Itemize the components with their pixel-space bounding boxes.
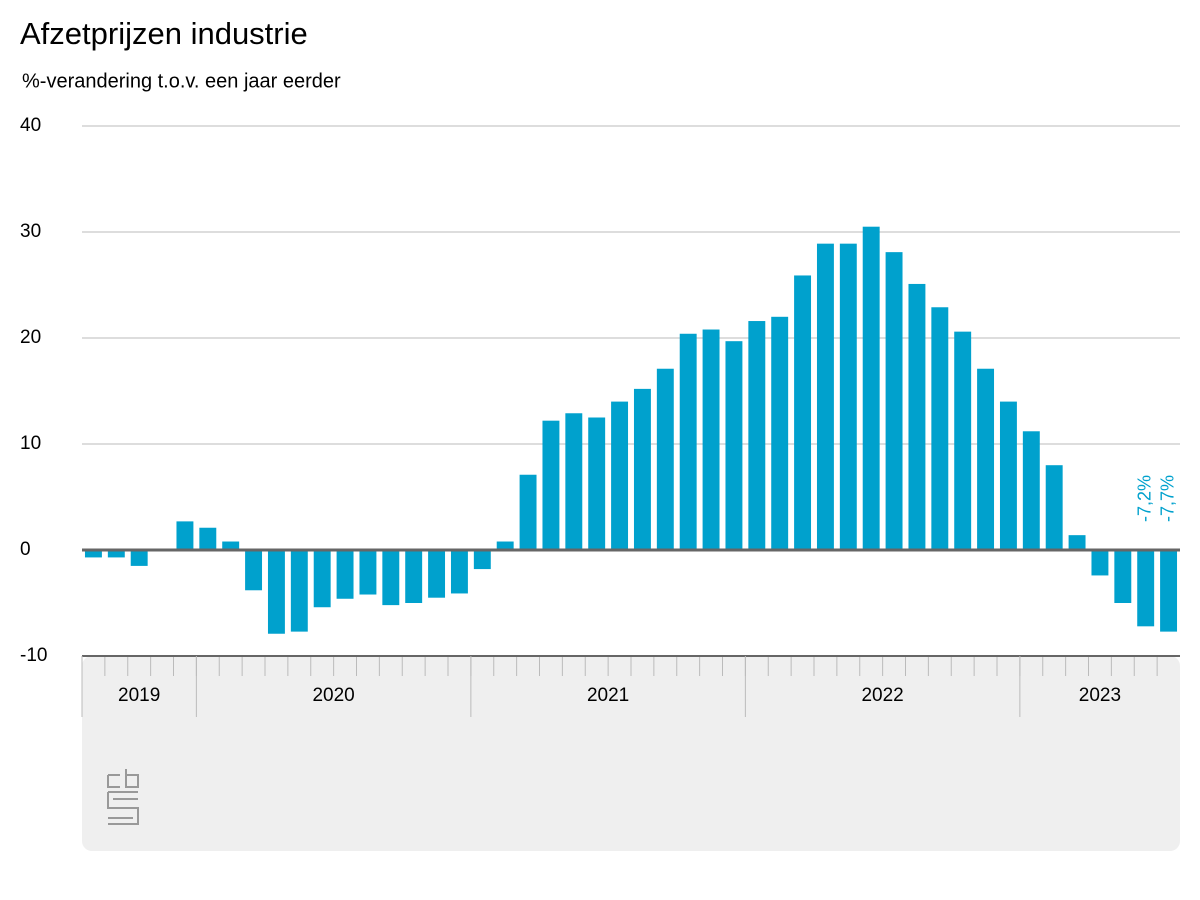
bar bbox=[908, 283, 926, 550]
bar bbox=[428, 550, 446, 598]
x-group-label: 2019 bbox=[118, 685, 160, 706]
bar bbox=[84, 550, 102, 558]
bar bbox=[999, 401, 1017, 550]
bar bbox=[748, 321, 766, 550]
bar bbox=[199, 527, 217, 550]
bar bbox=[862, 226, 880, 550]
bar bbox=[816, 243, 834, 550]
bar bbox=[336, 550, 354, 599]
bar bbox=[656, 368, 674, 550]
bar bbox=[290, 550, 308, 632]
chart-subtitle: %-verandering t.o.v. een jaar eerder bbox=[22, 70, 341, 92]
bar bbox=[839, 243, 857, 550]
bar bbox=[725, 341, 743, 550]
y-tick-label: 0 bbox=[20, 539, 31, 560]
bar bbox=[496, 541, 514, 550]
bar bbox=[542, 420, 560, 550]
bar bbox=[176, 521, 194, 550]
y-tick-label: 40 bbox=[20, 115, 41, 136]
bar bbox=[450, 550, 468, 594]
bar bbox=[1137, 550, 1155, 627]
y-tick-label: 10 bbox=[20, 433, 41, 454]
bar bbox=[931, 307, 949, 550]
bar bbox=[382, 550, 400, 606]
bar bbox=[1091, 550, 1109, 576]
bar bbox=[771, 316, 789, 550]
value-label: -7,7% bbox=[1157, 475, 1177, 522]
bar bbox=[1114, 550, 1132, 603]
bar bbox=[588, 417, 606, 550]
bar bbox=[473, 550, 491, 570]
x-group-label: 2022 bbox=[861, 685, 903, 706]
bar bbox=[633, 388, 651, 550]
bar bbox=[885, 252, 903, 550]
bar bbox=[245, 550, 263, 591]
bar bbox=[130, 550, 148, 566]
bar bbox=[359, 550, 377, 595]
bar bbox=[977, 368, 995, 550]
bar bbox=[313, 550, 331, 608]
chart-title: Afzetprijzen industrie bbox=[20, 16, 308, 51]
cbs-logo bbox=[107, 769, 139, 825]
x-group-label: 2020 bbox=[312, 685, 354, 706]
bar bbox=[565, 413, 583, 550]
value-label: -7,2% bbox=[1134, 475, 1154, 522]
bar bbox=[1022, 431, 1040, 550]
bar bbox=[222, 541, 240, 550]
bar bbox=[1045, 465, 1063, 550]
bar bbox=[679, 333, 697, 550]
bar bbox=[519, 474, 537, 550]
bar bbox=[794, 275, 812, 550]
y-tick-label: -10 bbox=[20, 645, 47, 666]
bar bbox=[611, 401, 629, 550]
x-group-label: 2023 bbox=[1079, 685, 1121, 706]
bar bbox=[267, 550, 285, 634]
bar bbox=[405, 550, 423, 603]
y-tick-label: 20 bbox=[20, 327, 41, 348]
bar bbox=[107, 550, 125, 558]
bar bbox=[954, 331, 972, 550]
y-tick-label: 30 bbox=[20, 221, 41, 242]
bar bbox=[1068, 535, 1086, 550]
x-group-label: 2021 bbox=[587, 685, 629, 706]
bar bbox=[1160, 550, 1178, 632]
axis-panel bbox=[82, 656, 1180, 851]
bar bbox=[702, 329, 720, 550]
